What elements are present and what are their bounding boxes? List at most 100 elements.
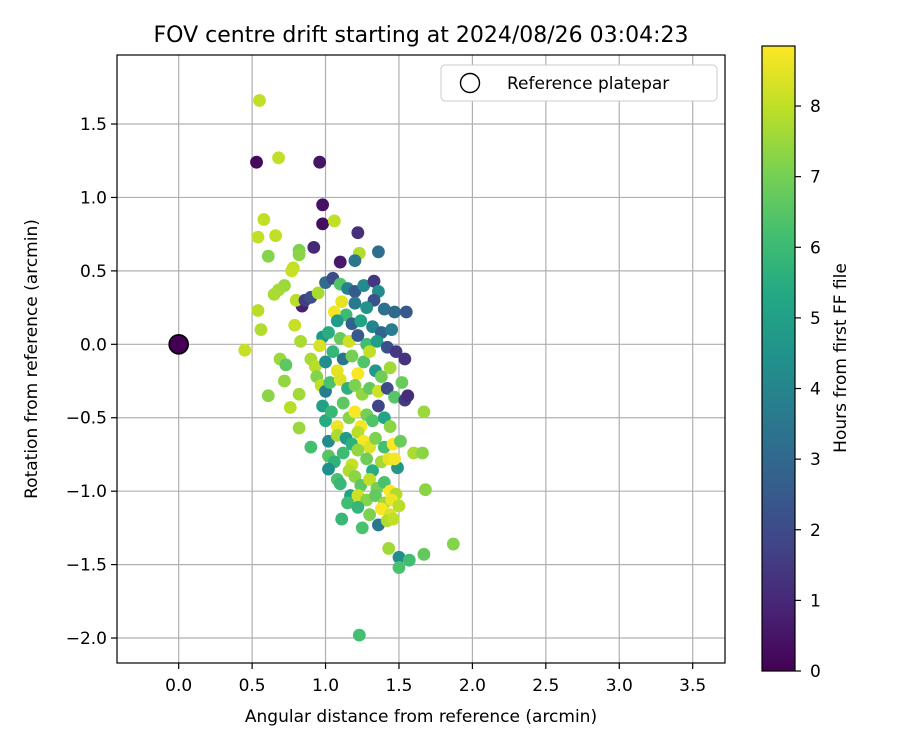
y-tick-label: 1.0 — [80, 188, 107, 208]
data-point — [383, 420, 397, 433]
x-tick-label: 1.5 — [385, 676, 412, 696]
data-point — [336, 446, 350, 460]
data-point — [407, 446, 421, 460]
data-point — [292, 248, 306, 262]
data-point — [369, 431, 382, 445]
data-point — [335, 295, 349, 309]
colorbar-tick-label: 7 — [810, 168, 821, 188]
data-point — [363, 345, 376, 359]
colorbar-tick-label: 2 — [810, 521, 821, 541]
data-point — [360, 452, 374, 466]
data-point — [363, 473, 376, 486]
data-point — [333, 373, 347, 386]
data-point — [313, 339, 327, 353]
data-point — [389, 345, 403, 359]
data-point — [251, 304, 265, 317]
data-point — [351, 500, 365, 514]
data-point — [383, 361, 397, 375]
x-tick-label: 0.5 — [239, 676, 266, 696]
data-point — [357, 279, 371, 292]
data-point — [272, 151, 285, 165]
data-point — [388, 390, 401, 404]
data-point — [419, 483, 432, 497]
y-tick-label: −2.0 — [66, 629, 107, 649]
data-point — [311, 286, 325, 300]
colorbar-tick-label: 0 — [810, 662, 821, 682]
data-point — [279, 358, 293, 372]
data-point — [363, 508, 376, 522]
data-point — [316, 217, 330, 231]
colorbar-label: Hours from first FF file — [831, 263, 851, 453]
colorbar-tick-label: 4 — [810, 380, 821, 400]
y-axis-ticks: −2.0 −1.5 −1.0 −0.5 0.0 0.5 1.0 1.5 — [66, 115, 117, 649]
data-point — [446, 537, 460, 551]
data-point — [316, 198, 330, 212]
x-tick-label: 1.0 — [312, 676, 339, 696]
data-point — [372, 399, 385, 413]
x-tick-label: 0.0 — [165, 676, 192, 696]
data-point — [348, 379, 362, 392]
colorbar-tick-label: 8 — [810, 97, 821, 117]
data-point — [304, 440, 318, 454]
y-tick-label: −1.5 — [66, 556, 107, 576]
y-tick-label: 1.5 — [80, 115, 107, 135]
data-point — [377, 302, 391, 316]
data-point — [382, 542, 396, 555]
data-point — [417, 405, 431, 419]
x-tick-label: 3.5 — [679, 676, 706, 696]
data-point — [388, 305, 401, 319]
data-point — [278, 374, 291, 388]
data-point — [348, 405, 362, 419]
y-tick-label: −0.5 — [66, 409, 107, 429]
data-point — [366, 414, 379, 428]
data-point — [369, 489, 382, 502]
data-point — [261, 249, 275, 263]
data-point — [351, 367, 365, 381]
data-point — [289, 293, 303, 307]
data-point — [386, 512, 400, 526]
legend: Reference platepar — [440, 64, 718, 102]
data-point — [283, 401, 297, 414]
data-point — [392, 550, 406, 564]
data-point — [354, 314, 368, 328]
data-point — [417, 547, 431, 561]
x-axis-label: Angular distance from reference (arcmin) — [245, 707, 597, 727]
legend-label: Reference platepar — [507, 74, 669, 94]
data-point — [326, 345, 340, 359]
data-point — [330, 314, 344, 328]
data-point — [401, 389, 415, 403]
data-point — [253, 94, 266, 107]
colorbar-tick-label: 3 — [810, 450, 821, 470]
data-point — [322, 326, 335, 339]
data-point — [336, 396, 350, 410]
data-point — [352, 628, 366, 642]
data-point — [416, 446, 429, 460]
data-point — [374, 370, 388, 384]
data-point — [292, 421, 306, 435]
data-point — [348, 296, 362, 310]
data-point — [294, 334, 307, 348]
data-point — [398, 352, 412, 366]
data-point — [341, 496, 354, 510]
x-axis-ticks: 0.0 0.5 1.0 1.5 2.0 2.5 3.0 3.5 — [165, 663, 706, 696]
data-point — [323, 376, 337, 389]
y-axis-label: Rotation from reference (arcmin) — [22, 219, 42, 499]
data-point — [307, 240, 321, 254]
data-point — [360, 301, 374, 314]
data-point — [392, 561, 406, 574]
data-point — [325, 405, 338, 419]
y-tick-label: 0.0 — [80, 335, 107, 355]
data-point — [367, 274, 381, 288]
data-point — [251, 230, 265, 244]
data-point — [399, 305, 413, 319]
data-point — [402, 553, 416, 567]
data-point — [395, 376, 409, 389]
data-point — [345, 349, 359, 363]
data-point — [269, 229, 283, 243]
data-point — [288, 318, 302, 332]
data-point — [394, 434, 407, 448]
y-tick-label: 0.5 — [80, 262, 107, 282]
colorbar-ticks: 0 1 2 3 4 5 6 7 8 — [795, 97, 821, 682]
data-point — [351, 329, 365, 342]
data-point — [285, 264, 299, 278]
